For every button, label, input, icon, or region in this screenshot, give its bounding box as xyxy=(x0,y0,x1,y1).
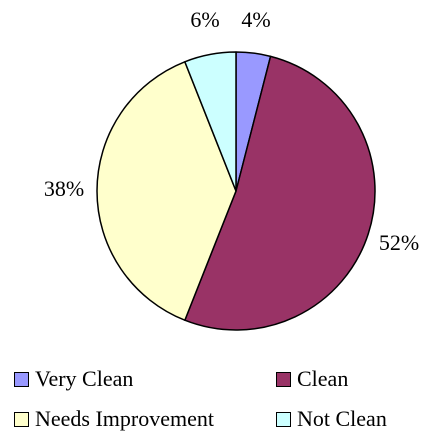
pie-slice-not-clean xyxy=(184,51,237,192)
legend-swatch-very-clean xyxy=(14,371,29,387)
legend-label: Needs Improvement xyxy=(35,406,214,431)
legend-item-very-clean: Very Clean xyxy=(14,366,133,392)
pie-slice-label: 38% xyxy=(44,176,84,201)
legend-label: Not Clean xyxy=(297,406,387,431)
legend-label: Clean xyxy=(297,366,349,391)
pie-slice-clean xyxy=(184,55,376,331)
pie-slice-needs-improvement xyxy=(96,61,237,321)
pie-slice-label: 6% xyxy=(190,7,219,32)
pie-slice-label: 52% xyxy=(379,230,419,255)
legend-item-needs-improvement: Needs Improvement xyxy=(14,406,214,432)
pie-slice-label: 4% xyxy=(241,7,270,32)
legend-swatch-needs-improvement xyxy=(14,411,29,427)
pie-slice-labels: 4% 52% 38% 6% xyxy=(44,7,419,255)
pie-slices xyxy=(96,51,376,331)
legend-item-not-clean: Not Clean xyxy=(276,406,387,432)
legend-label: Very Clean xyxy=(35,366,134,391)
legend-item-clean: Clean xyxy=(276,366,348,392)
legend-swatch-clean xyxy=(276,371,291,387)
legend-swatch-not-clean xyxy=(276,411,291,427)
